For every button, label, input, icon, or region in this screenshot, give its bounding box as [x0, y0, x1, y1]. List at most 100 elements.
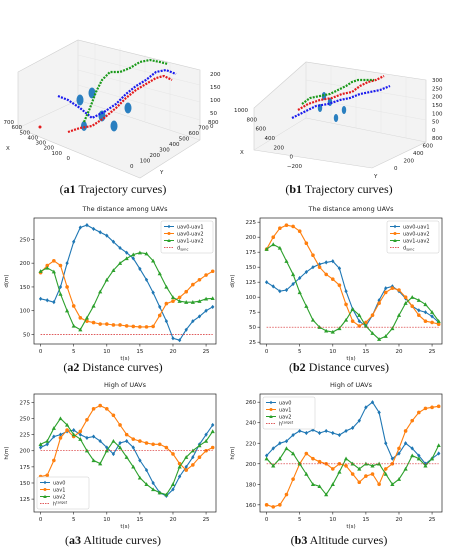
data-point-uav2 [390, 482, 395, 486]
legend-box [262, 396, 316, 430]
x-axis-ticks: 1000 800 600 400 200 0 −200 [234, 108, 302, 170]
data-point-uav1-uav2 [297, 290, 302, 295]
data-point-uav1 [52, 458, 56, 463]
caption-a3: (a3 Altitude curves) [65, 533, 161, 547]
plot-frame [259, 217, 443, 345]
data-point-uav2 [45, 438, 50, 443]
data-point-uav1-uav2 [91, 303, 96, 308]
data-point-uav1 [65, 428, 69, 432]
y-tick-label: 150 [246, 265, 257, 271]
y-tick-label: 150 [20, 285, 31, 291]
x-tick-label: 0 [265, 517, 269, 523]
tick-label: 0 [432, 128, 436, 134]
tick-label: −200 [287, 164, 303, 170]
y-tick-label: 275 [20, 400, 31, 406]
data-point-uav0-uav1 [98, 230, 102, 235]
data-point-uav1-uav2 [403, 301, 408, 305]
plot-frame [33, 217, 217, 345]
tick-label: 800 [208, 120, 219, 126]
trajectory-uav0 [291, 84, 391, 119]
data-point-uav2 [337, 469, 342, 474]
data-point-uav1 [191, 463, 195, 467]
data-point-uav0 [324, 428, 328, 434]
tick-label: 400 [28, 135, 39, 141]
data-point-uav2 [284, 446, 289, 451]
legend-box [36, 476, 90, 510]
legend-label: uav1 [53, 487, 65, 493]
tick-label: 50 [432, 120, 439, 126]
tick-label: 200 [210, 72, 221, 78]
data-point-uav1-uav2 [390, 326, 395, 331]
legend-label: uav0-uav1 [403, 224, 430, 230]
data-point-uav2 [98, 461, 103, 466]
data-point-uav0-uav2 [171, 299, 175, 304]
series-line-uav0-uav2 [40, 260, 213, 328]
x-axis-label: X [240, 150, 244, 156]
data-point-uav1 [410, 418, 415, 423]
data-point-uav0-uav1 [158, 304, 162, 310]
data-point-uav0 [364, 405, 368, 410]
legend-marker [393, 238, 397, 242]
data-point-uav2 [370, 463, 375, 468]
legend-marker [269, 408, 273, 411]
tick-label: 0 [130, 164, 134, 170]
y-axis-label: Y [373, 174, 378, 180]
y-tick-label: 250 [20, 417, 31, 423]
y-tick-label: 250 [20, 237, 31, 243]
data-point-uav0-uav2 [311, 253, 315, 257]
data-point-uav1 [184, 468, 189, 472]
data-point-uav1-uav2 [164, 284, 169, 289]
data-point-uav1 [357, 480, 362, 485]
tick-label: 0 [67, 156, 71, 162]
data-point-uav0-uav2 [331, 277, 335, 281]
data-point-uav0-uav1 [78, 225, 83, 230]
data-point-uav1 [364, 474, 368, 478]
data-point-uav1-uav2 [284, 259, 289, 263]
data-point-uav0-uav2 [417, 313, 421, 317]
x-axis-label: t(s) [120, 524, 129, 530]
data-point-uav1 [45, 473, 50, 478]
tick-label: 400 [265, 136, 276, 142]
data-point-uav0-uav2 [377, 301, 381, 305]
data-point-uav0-uav2 [124, 324, 129, 328]
data-point-uav0-uav2 [184, 289, 189, 294]
data-point-uav1-uav2 [396, 313, 402, 317]
data-point-uav2 [131, 464, 136, 469]
y-tick-label: 220 [246, 441, 257, 447]
x-tick-label: 0 [39, 349, 43, 355]
x-tick-label: 15 [136, 349, 143, 355]
tick-label: 250 [432, 86, 443, 92]
data-point-uav1-uav2 [144, 251, 149, 256]
data-point-uav0-uav1 [204, 308, 208, 313]
legend-label: uav0 [279, 400, 291, 406]
data-point-uav1-uav2 [45, 265, 50, 270]
trajectory-uav2 [82, 58, 169, 123]
x-tick-label: 5 [72, 349, 76, 355]
tick-label: 0 [210, 124, 214, 130]
data-point-uav2 [197, 443, 202, 448]
data-point-uav0 [72, 428, 76, 433]
tick-label: 500 [179, 137, 190, 143]
data-point-uav0-uav2 [423, 319, 428, 323]
data-point-uav1 [138, 439, 142, 443]
data-point-uav2 [38, 442, 43, 446]
data-point-uav2 [51, 426, 56, 430]
y-tick-label: 200 [246, 462, 257, 468]
data-point-uav1 [383, 467, 388, 471]
data-point-uav1 [397, 446, 401, 451]
x-tick-label: 0 [39, 517, 43, 523]
data-point-uav1-uav2 [429, 310, 435, 314]
tick-label: 800 [432, 136, 443, 142]
data-point-uav0-uav1 [118, 245, 122, 251]
y-tick-label: 150 [20, 481, 31, 487]
data-point-uav1-uav2 [71, 323, 76, 328]
data-point-uav1-uav2 [51, 269, 56, 274]
tick-label: 600 [256, 127, 267, 133]
tick-label: 400 [413, 151, 424, 157]
data-point-uav0-uav2 [45, 263, 50, 268]
y-tick-label: 160 [246, 503, 257, 509]
data-point-uav0 [85, 435, 89, 440]
